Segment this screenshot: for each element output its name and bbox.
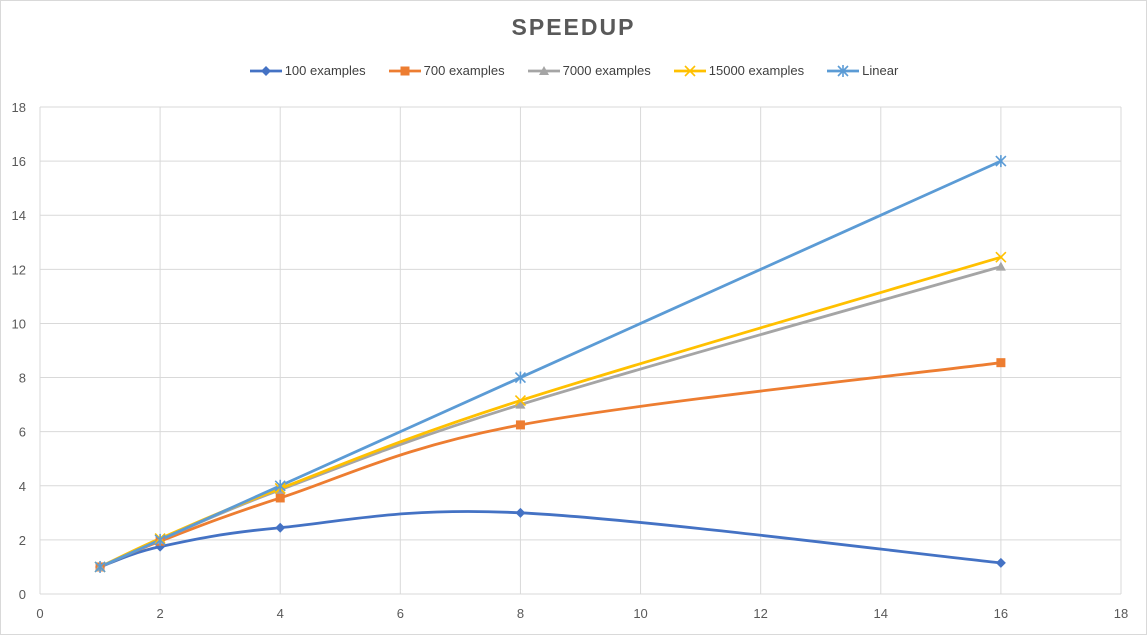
series-line-linear xyxy=(98,159,1003,569)
data-point-15000-examples xyxy=(514,394,527,407)
legend-item-linear: Linear xyxy=(826,63,898,78)
series-line-100-examples xyxy=(98,510,1003,569)
x-tick-label: 6 xyxy=(397,606,404,621)
legend-swatch-100-examples xyxy=(249,65,282,76)
data-point-linear xyxy=(514,371,527,384)
y-tick-label: 4 xyxy=(19,479,26,494)
legend-swatch-15000-examples xyxy=(673,64,706,77)
data-point-15000-examples xyxy=(995,251,1007,263)
legend-item-700-examples: 700 examples xyxy=(388,63,505,78)
data-point-100-examples xyxy=(275,522,286,533)
data-point-linear xyxy=(274,479,286,492)
x-tick-label: 14 xyxy=(874,606,888,621)
legend-label-7000-examples: 7000 examples xyxy=(562,63,651,78)
axis-tick-labels: 0 2 4 6 8 10 12 14 16 18 0 2 4 6 8 10 12 14 16 18 xyxy=(12,100,1129,621)
x-tick-label: 2 xyxy=(156,606,163,621)
legend-swatch-linear xyxy=(827,64,860,77)
legend-marker-700-examples xyxy=(400,66,410,75)
legend-label-100-examples: 100 examples xyxy=(284,63,366,78)
legend-marker-15000-examples xyxy=(684,64,696,77)
data-point-linear xyxy=(94,560,106,573)
y-tick-label: 14 xyxy=(12,208,26,223)
chart-legend: 100 examples 700 examples 7000 examples … xyxy=(0,63,1147,78)
data-point-700-examples xyxy=(996,358,1006,368)
y-tick-label: 2 xyxy=(19,533,26,548)
x-tick-label: 8 xyxy=(517,606,524,621)
legend-label-700-examples: 700 examples xyxy=(423,63,505,78)
data-point-7000-examples xyxy=(515,399,526,409)
legend-marker-15000-examples-stroke xyxy=(684,64,696,77)
data-point-15000-examples-stroke xyxy=(995,251,1007,263)
gridlines xyxy=(39,106,1122,595)
data-point-7000-examples xyxy=(995,261,1006,271)
y-tick-label: 12 xyxy=(12,262,26,277)
legend-label-15000-examples: 15000 examples xyxy=(708,63,805,78)
legend-item-100-examples: 100 examples xyxy=(249,63,366,78)
series-lines xyxy=(98,159,1003,569)
data-point-700-examples xyxy=(515,420,525,430)
chart-title: SPEEDUP xyxy=(511,14,636,40)
y-tick-label: 10 xyxy=(12,316,26,331)
data-point-100-examples xyxy=(995,557,1006,568)
x-tick-label: 0 xyxy=(36,606,43,621)
data-point-700-examples xyxy=(275,493,285,503)
legend-item-7000-examples: 7000 examples xyxy=(527,63,651,78)
data-point-linear xyxy=(154,533,166,546)
legend-item-15000-examples: 15000 examples xyxy=(673,63,804,78)
x-tick-label: 4 xyxy=(277,606,284,621)
data-point-linear xyxy=(995,155,1007,168)
series-markers xyxy=(94,155,1007,573)
series-line-7000-examples xyxy=(98,265,1003,569)
legend-swatch-7000-examples xyxy=(527,65,560,75)
legend-swatch-700-examples xyxy=(388,66,421,75)
y-tick-label: 8 xyxy=(19,371,26,386)
x-tick-label: 18 xyxy=(1114,606,1128,621)
y-tick-label: 18 xyxy=(12,100,26,115)
y-tick-label: 16 xyxy=(12,154,26,169)
legend-marker-7000-examples xyxy=(538,65,549,75)
data-point-100-examples xyxy=(515,507,526,518)
x-tick-label: 16 xyxy=(994,606,1008,621)
legend-marker-linear xyxy=(837,64,849,77)
x-tick-label: 10 xyxy=(633,606,647,621)
series-line-700-examples xyxy=(98,361,1003,569)
x-tick-label: 12 xyxy=(753,606,767,621)
legend-marker-100-examples xyxy=(260,65,271,76)
legend-label-linear: Linear xyxy=(862,63,899,78)
data-point-15000-examples-stroke xyxy=(514,394,527,407)
y-tick-label: 0 xyxy=(19,587,26,602)
y-tick-label: 6 xyxy=(19,425,26,440)
